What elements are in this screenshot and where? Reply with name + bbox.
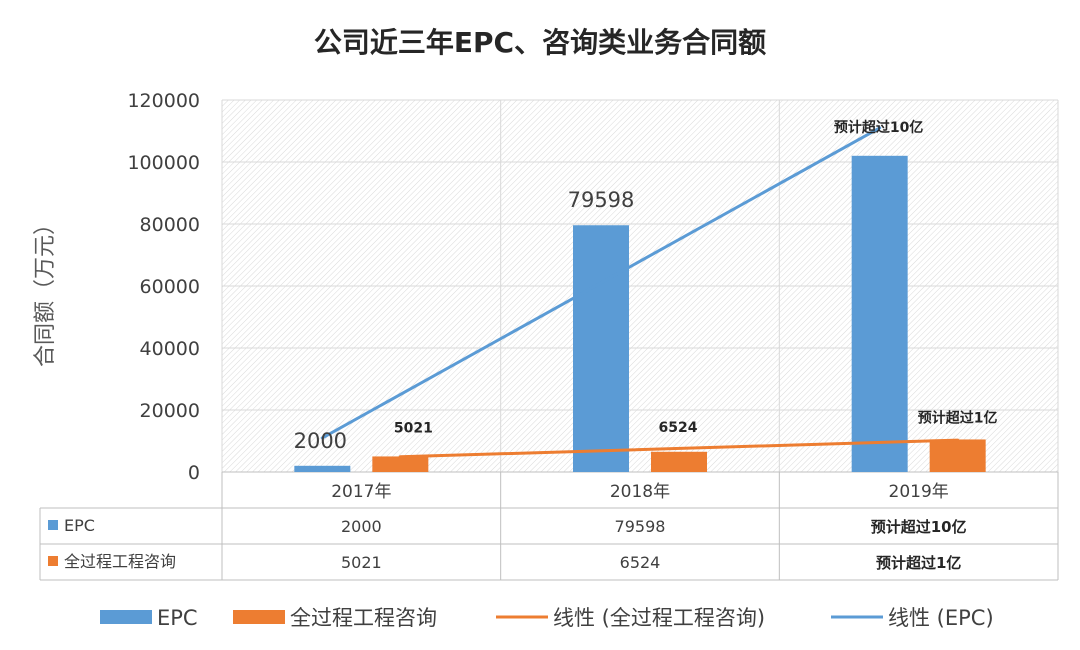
table-cell: 预计超过10亿 [871, 518, 967, 536]
table-series-key [48, 520, 58, 530]
y-axis-ticks: 0 20000 40000 60000 80000 100000 120000 [127, 90, 200, 484]
data-label: 79598 [568, 188, 635, 212]
legend-label: 线性 (EPC) [888, 606, 994, 630]
data-label: 2000 [294, 429, 347, 453]
data-labels: 2000 79598 预计超过10亿 5021 6524 预计超过1亿 [294, 119, 998, 453]
table-series-name: EPC [64, 516, 95, 535]
trendline-epc [320, 126, 882, 440]
legend-label: EPC [157, 606, 198, 630]
y-tick-label: 20000 [140, 400, 200, 422]
table-cell: 79598 [615, 517, 666, 536]
legend-label: 全过程工程咨询 [290, 606, 437, 630]
y-tick-label: 0 [188, 462, 200, 484]
bar-consulting-2 [929, 439, 986, 472]
chart-title: 公司近三年EPC、咨询类业务合同额 [314, 26, 766, 59]
y-tick-label: 120000 [127, 90, 200, 112]
data-label: 预计超过1亿 [918, 409, 998, 426]
category-label: 2018年 [610, 482, 670, 502]
legend-label: 线性 (全过程工程咨询) [553, 606, 765, 630]
legend: EPC 全过程工程咨询 线性 (全过程工程咨询) 线性 (EPC) [100, 606, 994, 630]
table-cell: 5021 [341, 553, 382, 572]
bar-epc-1 [573, 225, 629, 472]
gridlines [221, 99, 1059, 473]
y-tick-label: 100000 [127, 152, 200, 174]
y-tick-label: 40000 [140, 338, 200, 360]
bar-consulting-0 [372, 456, 429, 472]
legend-swatch [233, 610, 285, 624]
y-tick-label: 60000 [140, 276, 200, 298]
table-cell: 6524 [620, 553, 661, 572]
table-series-key [48, 556, 58, 566]
data-table: 2017年 2018年 2019年 EPC 2000 79598 预计超过10亿全过程工程咨… [39, 472, 1059, 581]
bar-epc-2 [851, 155, 908, 473]
table-series-name: 全过程工程咨询 [64, 552, 176, 571]
trendline-consulting [398, 438, 960, 459]
table-cell: 2000 [341, 517, 382, 536]
data-label: 5021 [394, 420, 433, 436]
table-cell: 预计超过1亿 [876, 554, 961, 572]
data-label: 6524 [659, 420, 698, 436]
y-tick-label: 80000 [140, 214, 200, 236]
category-label: 2017年 [331, 482, 391, 502]
data-label: 预计超过10亿 [834, 119, 923, 136]
y-axis-label: 合同额（万元） [33, 213, 58, 367]
bar-consulting-1 [651, 451, 707, 472]
trendlines [320, 126, 960, 459]
bars [294, 155, 986, 473]
legend-swatch [100, 610, 152, 624]
category-label: 2019年 [889, 482, 949, 502]
bar-epc-0 [294, 465, 351, 472]
